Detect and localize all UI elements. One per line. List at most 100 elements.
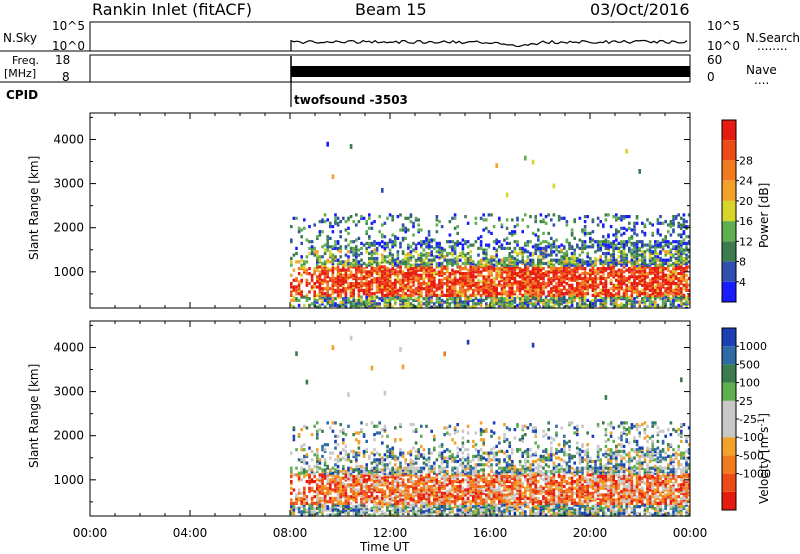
echo-cell <box>664 282 667 286</box>
echo-cell <box>628 260 631 264</box>
echo-cell <box>407 261 410 266</box>
echo-cell <box>318 458 322 462</box>
echo-cell <box>383 483 387 487</box>
echo-cell <box>604 288 608 292</box>
echo-cell <box>440 251 444 256</box>
echo-cell <box>594 302 597 306</box>
echo-cell <box>638 258 641 262</box>
echo-cell <box>503 297 506 301</box>
echo-cell <box>677 243 680 247</box>
echo-cell <box>391 305 394 309</box>
echo-cell <box>576 295 579 299</box>
echo-cell <box>409 290 413 294</box>
echo-cell <box>422 263 426 267</box>
colorbar-segment <box>722 261 736 282</box>
echo-cell <box>451 216 454 220</box>
echo-cell <box>537 243 540 247</box>
echo-cell <box>386 449 389 453</box>
echo-cell <box>391 287 394 291</box>
echo-cell <box>373 243 376 247</box>
echo-cell <box>607 235 610 239</box>
echo-cell <box>331 225 335 229</box>
echo-cell <box>297 471 301 475</box>
echo-cell <box>409 258 413 262</box>
echo-cell <box>427 513 431 517</box>
echo-cell <box>615 293 618 297</box>
echo-cell <box>560 258 563 262</box>
echo-cell <box>544 295 548 299</box>
echo-cell <box>427 300 431 304</box>
echo-cell <box>651 270 654 274</box>
echo-cell <box>329 451 332 455</box>
echo-cell <box>518 292 522 296</box>
echo-cell <box>474 216 478 220</box>
echo-cell <box>414 471 418 475</box>
echo-cell <box>399 493 402 497</box>
echo-cell <box>479 270 483 274</box>
echo-cell <box>643 255 647 259</box>
echo-cell <box>401 290 405 294</box>
echo-cell <box>565 300 569 304</box>
echo-cell <box>505 236 509 240</box>
echo-cell <box>347 453 350 457</box>
echo-cell <box>461 275 465 279</box>
echo-cell <box>633 260 636 264</box>
echo-cell <box>407 228 410 232</box>
echo-cell <box>474 240 478 244</box>
echo-cell <box>349 288 353 292</box>
colorbar-segment <box>722 241 736 262</box>
echo-cell <box>295 500 298 504</box>
echo-cell <box>417 506 420 510</box>
echo-cell <box>420 267 423 271</box>
echo-cell <box>667 277 670 281</box>
echo-cell <box>349 508 353 512</box>
echo-cell <box>505 241 509 245</box>
echo-cell <box>383 464 387 469</box>
echo-cell <box>664 302 667 306</box>
echo-cell <box>599 258 602 262</box>
echo-cell <box>404 486 407 490</box>
echo-cell <box>563 277 566 281</box>
echo-cell <box>321 292 324 296</box>
echo-cell <box>295 351 298 357</box>
echo-cell <box>388 268 392 272</box>
echo-cell <box>375 458 379 462</box>
echo-cell <box>612 273 615 277</box>
echo-cell <box>290 273 293 277</box>
echo-cell <box>680 277 683 281</box>
echo-cell <box>568 283 571 287</box>
echo-cell <box>602 241 605 245</box>
echo-cell <box>409 458 413 462</box>
echo-cell <box>342 277 345 281</box>
echo-cell <box>602 300 605 304</box>
echo-cell <box>440 278 444 282</box>
echo-cell <box>547 277 550 281</box>
echo-cell <box>643 270 647 274</box>
echo-cell <box>292 426 296 430</box>
echo-cell <box>388 454 392 458</box>
echo-cell <box>576 302 579 306</box>
echo-cell <box>609 258 613 262</box>
echo-cell <box>573 267 576 271</box>
echo-cell <box>399 285 402 289</box>
echo-cell <box>349 335 353 341</box>
echo-cell <box>297 473 301 477</box>
echo-cell <box>552 265 556 269</box>
echo-cell <box>360 277 363 281</box>
echo-cell <box>464 265 467 269</box>
echo-cell <box>349 282 353 286</box>
echo-cell <box>347 513 350 517</box>
echo-cell <box>342 510 345 514</box>
echo-cell <box>466 280 470 284</box>
echo-cell <box>422 496 426 500</box>
echo-cell <box>368 263 371 267</box>
echo-cell <box>440 287 444 291</box>
echo-cell <box>420 290 423 294</box>
echo-cell <box>573 220 576 224</box>
echo-cell <box>321 287 324 291</box>
echo-cell <box>318 510 322 514</box>
echo-cell <box>583 285 587 289</box>
echo-cell <box>318 500 322 504</box>
echo-cell <box>326 285 329 289</box>
echo-cell <box>589 270 592 274</box>
